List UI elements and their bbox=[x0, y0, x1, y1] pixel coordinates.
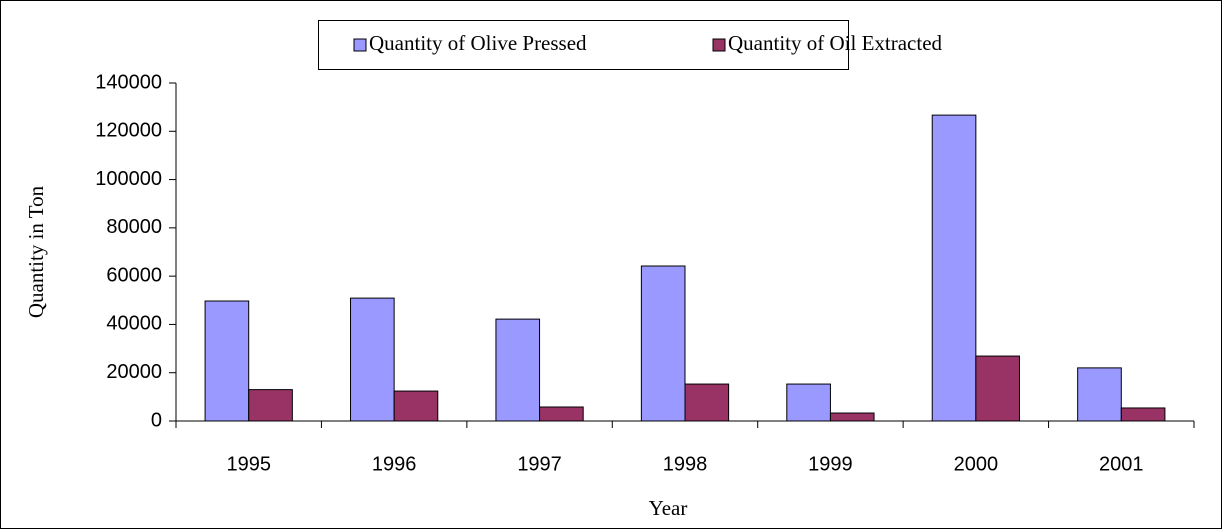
y-tick-label: 140000 bbox=[95, 71, 162, 93]
bar bbox=[931, 114, 977, 422]
x-axis-label: Year bbox=[649, 496, 688, 520]
y-tick-label: 0 bbox=[151, 409, 162, 431]
y-tick-label: 60000 bbox=[106, 264, 162, 286]
bar bbox=[1120, 407, 1166, 422]
y-tick-label: 100000 bbox=[95, 168, 162, 190]
bar bbox=[829, 412, 875, 422]
x-tick-label: 1995 bbox=[226, 453, 271, 475]
bar bbox=[495, 318, 541, 422]
bar bbox=[1077, 367, 1122, 422]
legend-swatch bbox=[353, 38, 367, 52]
legend-label: Quantity of Oil Extracted bbox=[728, 31, 943, 55]
y-tick-label: 20000 bbox=[106, 361, 162, 383]
bar bbox=[539, 406, 584, 422]
x-tick-label: 1999 bbox=[808, 453, 853, 475]
bar bbox=[350, 297, 395, 422]
bar bbox=[684, 383, 730, 422]
x-tick-label: 2000 bbox=[954, 453, 999, 475]
y-tick-label: 120000 bbox=[95, 120, 162, 142]
x-tick-label: 1997 bbox=[517, 453, 562, 475]
bar bbox=[975, 355, 1020, 422]
bar bbox=[204, 300, 250, 422]
x-tick-label: 2001 bbox=[1099, 453, 1144, 475]
legend-swatch bbox=[712, 38, 726, 52]
y-tick-label: 80000 bbox=[106, 216, 162, 238]
bar bbox=[248, 389, 293, 422]
legend-box bbox=[318, 20, 849, 70]
bar bbox=[640, 265, 686, 422]
bar bbox=[786, 383, 831, 422]
bar bbox=[393, 390, 439, 422]
y-tick-label: 40000 bbox=[106, 313, 162, 335]
legend-label: Quantity of Olive Pressed bbox=[369, 31, 587, 55]
x-tick-label: 1996 bbox=[372, 453, 417, 475]
y-axis-label: Quantity in Ton bbox=[24, 185, 48, 318]
x-tick-label: 1998 bbox=[663, 453, 708, 475]
